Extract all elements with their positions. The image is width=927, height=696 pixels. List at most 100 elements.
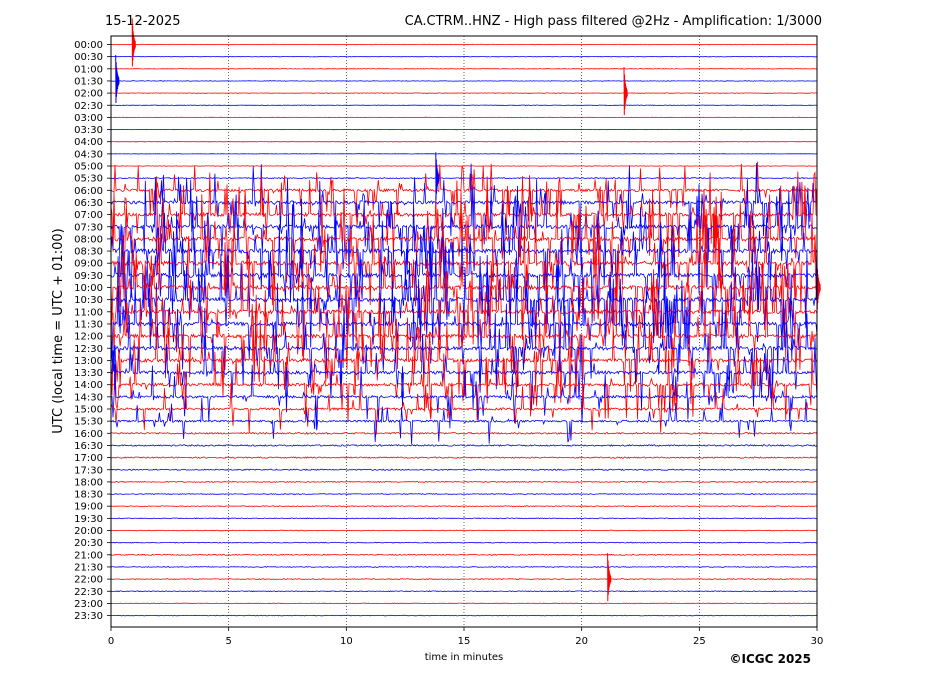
y-tick-label: 14:30 [74, 392, 103, 403]
y-tick-label: 19:30 [74, 514, 103, 525]
event-spike [115, 54, 120, 104]
x-tick-label: 0 [108, 636, 114, 647]
trace-21:00 [110, 553, 818, 556]
y-tick-label: 11:00 [74, 307, 103, 318]
y-tick-label: 19:00 [74, 502, 103, 513]
y-tick-label: 01:30 [74, 76, 103, 87]
trace-02:30 [110, 104, 818, 106]
y-tick-label: 02:00 [74, 89, 103, 100]
trace-01:30 [110, 80, 817, 82]
y-tick-label: 08:30 [74, 247, 103, 258]
trace-15:00 [110, 382, 818, 435]
y-tick-label: 07:00 [74, 210, 103, 221]
trace-23:00 [110, 602, 818, 605]
trace-14:30 [110, 363, 818, 430]
y-tick-label: 03:00 [74, 113, 103, 124]
y-tick-label: 15:00 [74, 405, 103, 416]
trace-17:00 [110, 456, 818, 459]
trace-11:30 [110, 277, 818, 372]
date-label: 15-12-2025 [105, 14, 181, 29]
trace-20:30 [110, 541, 818, 544]
trace-group [110, 18, 821, 617]
trace-19:30 [110, 517, 818, 520]
chart-title: CA.CTRM..HNZ - High pass filtered @2Hz -… [405, 14, 822, 29]
y-tick-label: 04:00 [74, 137, 103, 148]
trace-07:30 [110, 176, 818, 276]
event-spike [435, 152, 440, 201]
x-tick-label: 15 [458, 636, 471, 647]
y-tick-label: 21:00 [74, 550, 103, 561]
x-tick-label: 30 [811, 636, 824, 647]
trace-15:30 [110, 397, 818, 445]
trace-18:30 [110, 493, 817, 495]
x-tick-label: 25 [693, 636, 706, 647]
copyright-label: ©ICGC 2025 [729, 652, 811, 666]
y-tick-label: 23:00 [74, 599, 103, 610]
trace-18:00 [110, 480, 818, 483]
trace-00:30 [111, 55, 818, 58]
y-tick-label: 00:00 [74, 40, 103, 51]
y-tick-label: 13:00 [74, 356, 103, 367]
y-tick-label: 20:00 [74, 526, 103, 537]
trace-12:00 [110, 290, 818, 382]
y-tick-label: 18:00 [74, 477, 103, 488]
grid-lines [228, 36, 700, 627]
x-axis-label: time in minutes [425, 652, 504, 663]
y-tick-label: 22:30 [74, 587, 103, 598]
y-tick-label: 03:30 [74, 125, 103, 136]
y-tick-label: 23:30 [74, 611, 103, 622]
y-tick-label: 16:00 [74, 429, 103, 440]
y-tick-label: 05:30 [74, 174, 103, 185]
y-tick-label: 09:00 [74, 259, 103, 270]
y-tick-label: 20:30 [74, 538, 103, 549]
y-tick-label: 22:00 [74, 575, 103, 586]
trace-16:30 [110, 444, 818, 447]
event-spike [816, 261, 821, 310]
y-tick-label: 09:30 [74, 271, 103, 282]
y-tick-label: 17:30 [74, 465, 103, 476]
y-tick-label: 06:00 [74, 186, 103, 197]
x-tick-label: 5 [225, 636, 231, 647]
y-tick-label: 18:30 [74, 490, 103, 501]
trace-07:00 [110, 171, 818, 260]
y-tick-label: 13:30 [74, 368, 103, 379]
trace-17:30 [110, 468, 818, 471]
trace-11:00 [110, 263, 818, 361]
trace-23:30 [111, 614, 818, 617]
y-tick-label: 02:30 [74, 101, 103, 112]
y-tick-label: 08:00 [74, 234, 103, 245]
event-spike [623, 67, 628, 116]
event-spike [131, 18, 136, 67]
trace-12:30 [110, 301, 818, 393]
y-tick-label: 11:30 [74, 319, 103, 330]
y-tick-label: 16:30 [74, 441, 103, 452]
plot-frame [110, 35, 818, 628]
trace-20:00 [110, 529, 818, 532]
trace-16:00 [110, 431, 818, 435]
trace-22:30 [110, 590, 818, 593]
trace-19:00 [110, 505, 818, 508]
y-tick-label: 04:30 [74, 149, 103, 160]
y-tick-label: 17:00 [74, 453, 103, 464]
x-tick-group: 0 5 10 15 20 25 30 [108, 627, 824, 647]
y-tick-label: 00:30 [74, 52, 103, 63]
y-tick-label: 05:00 [74, 162, 103, 173]
y-tick-label: 01:00 [74, 64, 103, 75]
x-tick-label: 20 [575, 636, 588, 647]
y-tick-label: 12:30 [74, 344, 103, 355]
y-tick-label: 21:30 [74, 562, 103, 573]
y-tick-label: 10:00 [74, 283, 103, 294]
y-tick-label: 07:30 [74, 222, 103, 233]
event-spike [607, 553, 612, 602]
y-tick-label: 12:00 [74, 332, 103, 343]
y-tick-label: 06:30 [74, 198, 103, 209]
y-axis-label: UTC (local time = UTC + 01:00) [51, 228, 66, 433]
x-tick-label: 10 [340, 636, 353, 647]
trace-10:00 [110, 238, 818, 336]
trace-22:00 [110, 578, 818, 580]
trace-08:30 [110, 198, 818, 303]
trace-21:30 [110, 566, 818, 568]
trace-14:00 [110, 349, 818, 422]
